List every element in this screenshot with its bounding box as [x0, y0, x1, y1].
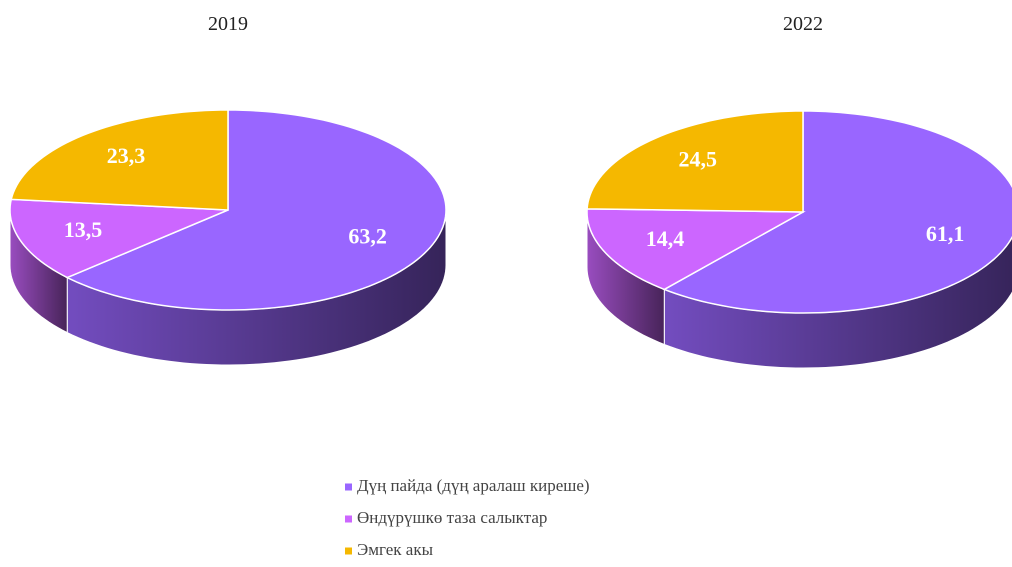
legend-swatch: [345, 515, 352, 523]
legend-swatch: [345, 483, 352, 491]
pie-slice: [662, 110, 1012, 314]
data-label: 13,5: [64, 217, 103, 242]
legend-label: Өндүрүшкө таза салыктар: [357, 508, 547, 527]
pie-slice: [9, 198, 229, 279]
legend-label: Эмгек акы: [357, 540, 434, 559]
legend-label: Дүң пайда (дүң аралаш киреше): [357, 476, 590, 495]
chart-title: 2022: [783, 13, 823, 35]
data-label: 24,5: [679, 146, 718, 171]
legend-swatch: [345, 547, 352, 555]
pie-slice: [586, 208, 806, 291]
data-label: 14,4: [646, 226, 685, 251]
data-label: 63,2: [348, 223, 387, 248]
pie-slice: [586, 110, 804, 213]
pie-slice: [65, 109, 447, 311]
data-label: 23,3: [107, 143, 146, 168]
chart-title: 2019: [208, 13, 248, 35]
pie-slice: [10, 109, 229, 211]
data-label: 61,1: [926, 221, 965, 246]
